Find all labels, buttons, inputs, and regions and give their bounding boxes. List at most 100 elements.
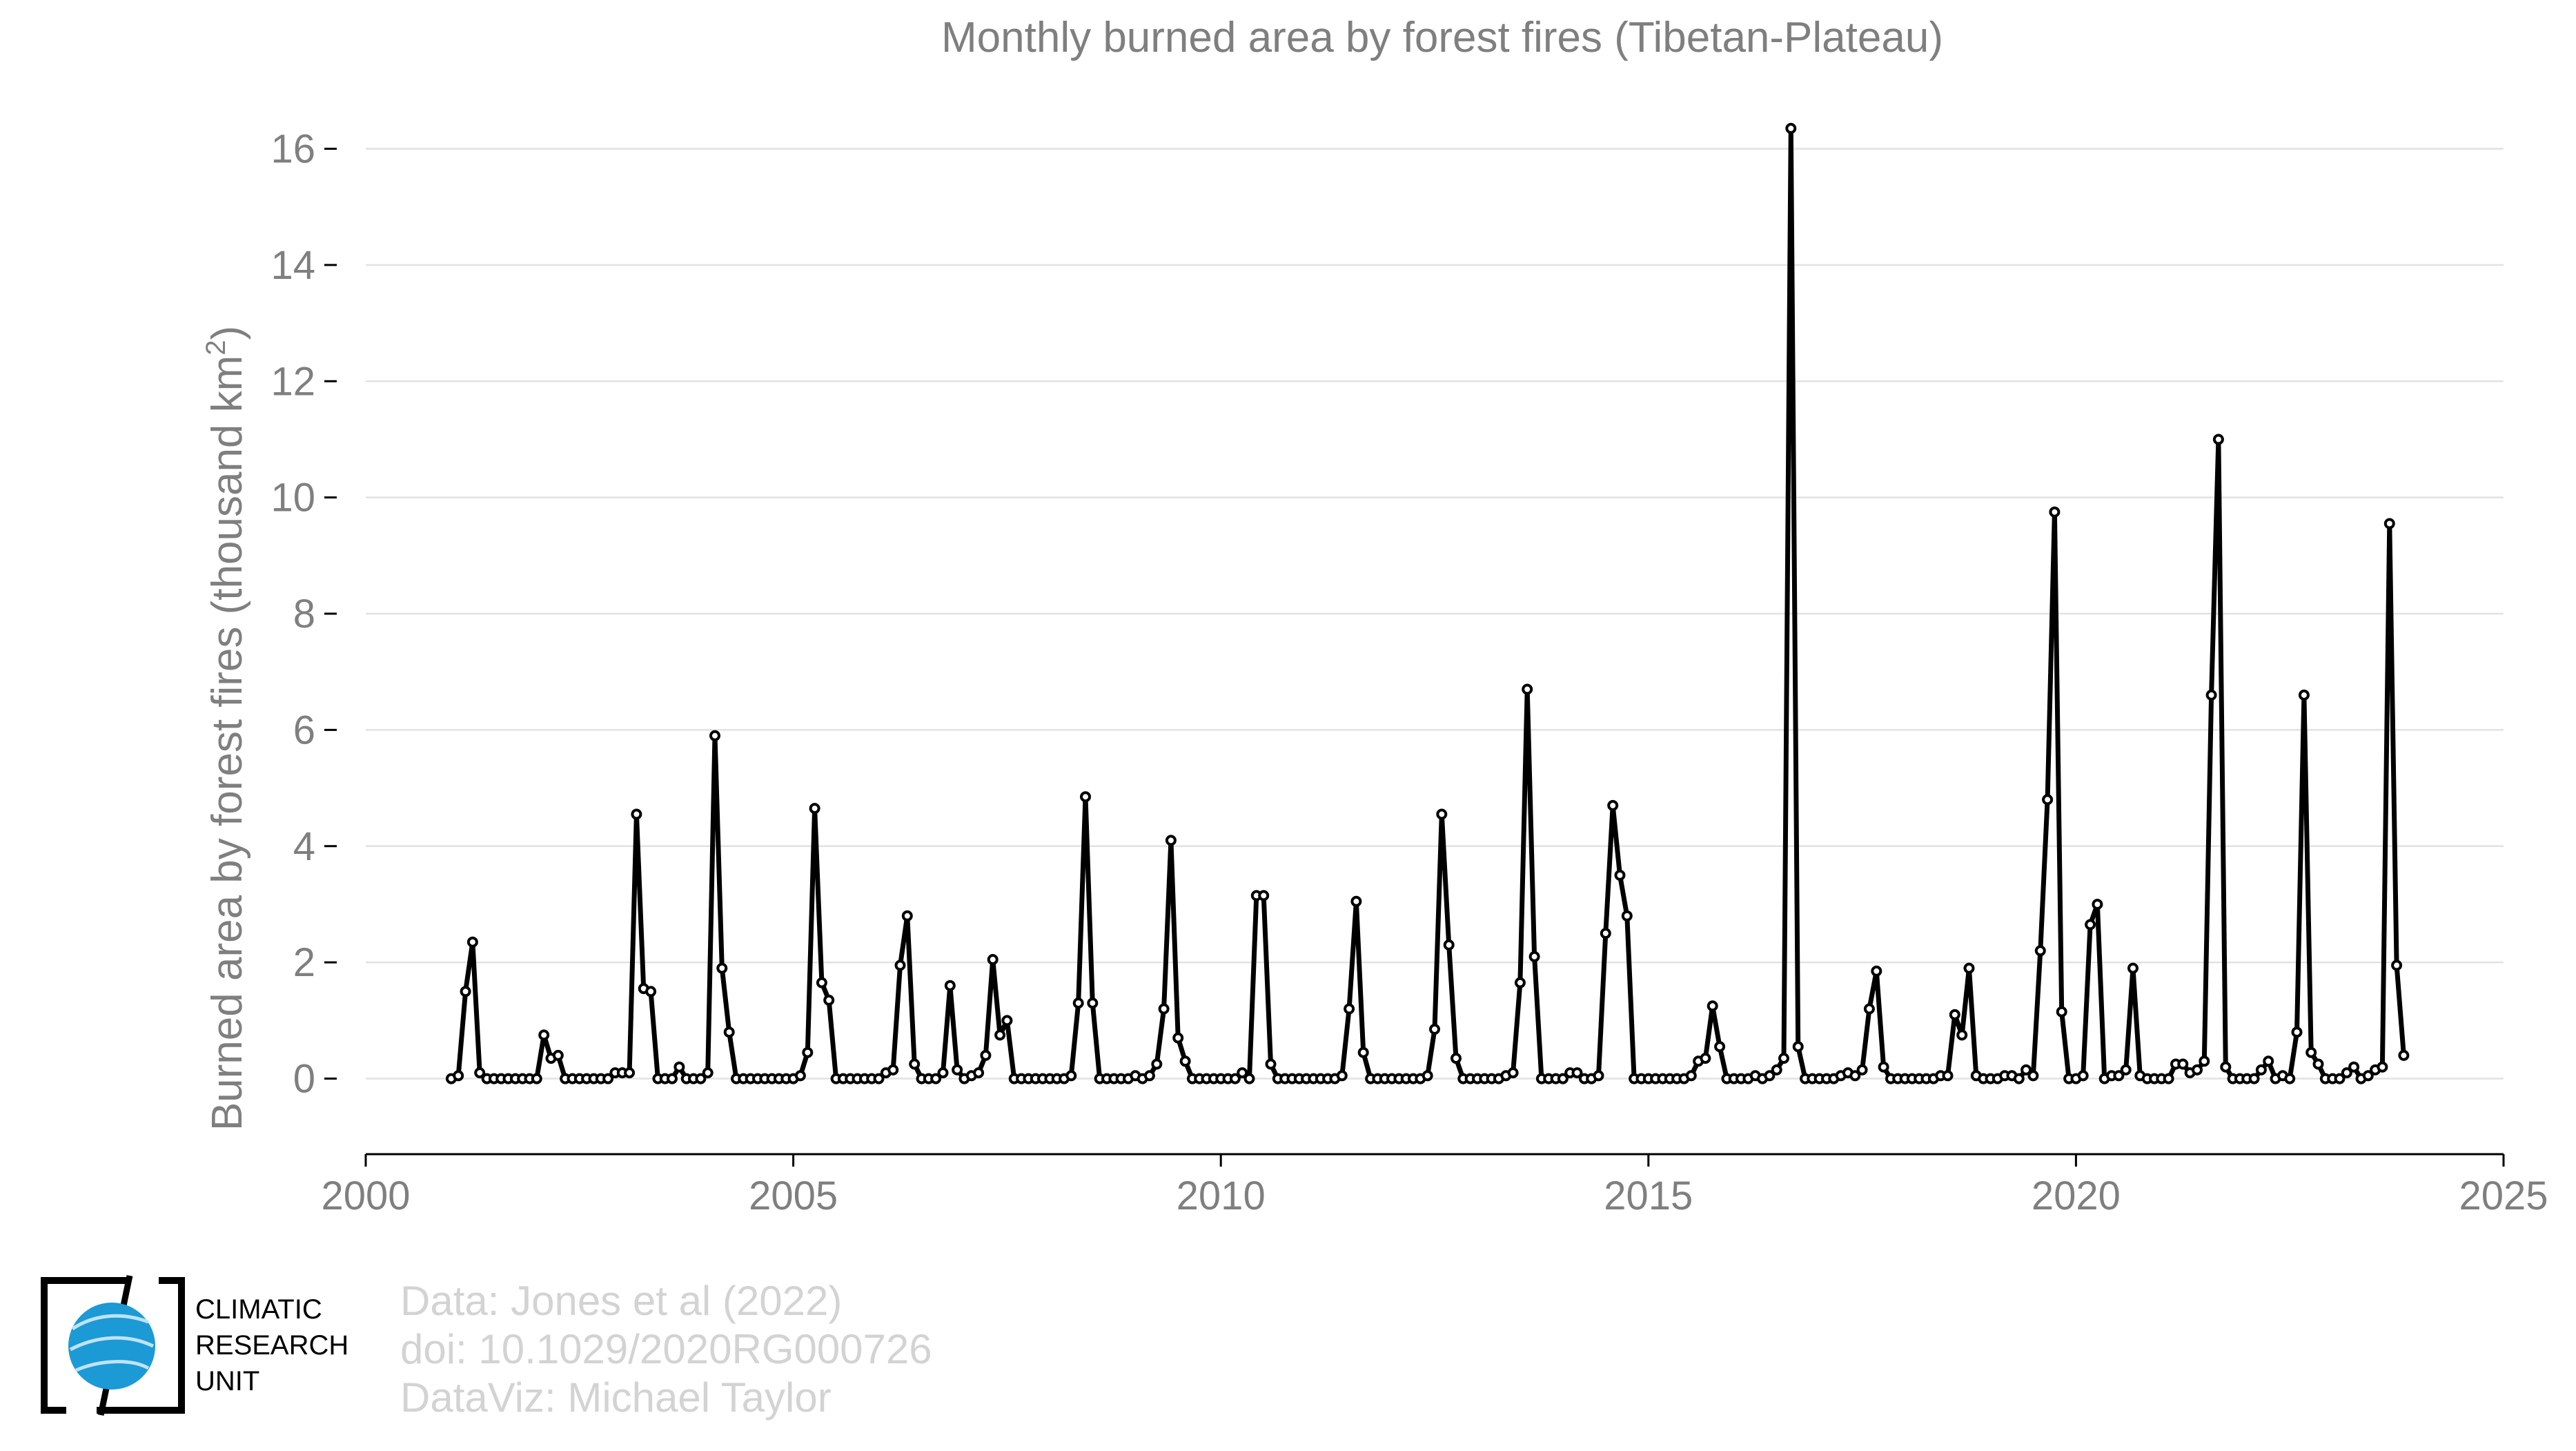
data-point — [2220, 1061, 2232, 1073]
data-point — [1700, 1053, 1711, 1064]
y-axis-ticks: 0 2 4 6 8 10 12 14 16 — [271, 127, 337, 1102]
y-axis-label-text: Burned area by forest fires (thousand km — [204, 356, 251, 1131]
data-point — [987, 954, 999, 965]
data-point — [1143, 1070, 1155, 1082]
y-tick-label: 0 — [293, 1057, 315, 1102]
data-point — [1158, 1003, 1170, 1015]
data-point — [453, 1070, 464, 1082]
data-point — [2348, 1061, 2360, 1073]
data-point — [1528, 951, 1540, 962]
data-point — [1785, 123, 1797, 134]
data-point — [1243, 1073, 1255, 1084]
data-point — [1849, 1070, 1861, 1082]
data-point — [973, 1067, 985, 1079]
data-point — [1949, 1009, 1960, 1020]
data-point — [702, 1067, 714, 1079]
data-point — [1436, 808, 1448, 820]
data-point — [1350, 895, 1362, 907]
data-point — [1172, 1032, 1184, 1044]
y-tick-label: 6 — [293, 708, 315, 752]
data-point — [909, 1058, 921, 1070]
data-point — [1151, 1058, 1163, 1070]
data-point — [1871, 965, 1882, 977]
data-point — [1778, 1053, 1789, 1064]
data-point — [2263, 1055, 2274, 1067]
data-point — [1336, 1070, 1348, 1082]
data-point — [1165, 835, 1177, 846]
data-point — [2362, 1070, 2374, 1082]
data-point — [709, 730, 720, 741]
data-point — [794, 1070, 806, 1082]
data-point — [2291, 1026, 2303, 1038]
data-point — [2034, 945, 2046, 957]
data-point — [873, 1073, 885, 1084]
data-point — [552, 1049, 564, 1061]
data-point — [994, 1029, 1006, 1041]
data-point — [2284, 1073, 2296, 1084]
x-tick-label: 2010 — [1177, 1174, 1266, 1218]
y-tick-label: 16 — [271, 127, 315, 172]
logo-bracket-right — [97, 1277, 185, 1414]
data-point — [2199, 1055, 2210, 1067]
data-point — [823, 994, 835, 1006]
data-point — [1237, 1067, 1248, 1079]
x-tick-label: 2025 — [2459, 1174, 2548, 1218]
data-point — [952, 1064, 963, 1075]
data-point — [2398, 1049, 2410, 1061]
data-point — [2298, 689, 2310, 701]
data-point — [723, 1026, 735, 1038]
data-point — [930, 1073, 942, 1084]
logo-line-2: RESEARCH — [195, 1330, 348, 1361]
data-point — [980, 1049, 992, 1061]
data-point — [1764, 1070, 1776, 1082]
x-tick-label: 2015 — [1604, 1174, 1693, 1218]
data-point — [894, 960, 906, 971]
chart-title: Monthly burned area by forest fires (Tib… — [941, 14, 1943, 61]
data-point — [1357, 1046, 1369, 1058]
data-point — [624, 1067, 636, 1079]
data-point — [1956, 1029, 1968, 1041]
data-point — [809, 803, 820, 815]
data-point — [460, 986, 471, 997]
data-point — [1507, 1067, 1519, 1079]
data-point — [2127, 962, 2139, 974]
data-point — [2383, 518, 2395, 529]
data-point — [1771, 1064, 1782, 1075]
data-point — [2205, 689, 2217, 701]
data-point — [1229, 1073, 1241, 1084]
logo-bracket-left — [41, 1277, 128, 1414]
y-axis-label-superscript: 2 — [201, 340, 231, 355]
data-point — [2056, 1006, 2067, 1017]
globe-swirl-icon — [69, 1314, 155, 1372]
data-point — [2334, 1073, 2346, 1084]
data-point — [1514, 977, 1526, 989]
data-point — [1714, 1041, 1726, 1053]
data-point — [474, 1067, 486, 1079]
data-point — [2021, 1064, 2032, 1075]
gridlines — [366, 148, 2504, 1080]
data-point — [1422, 1070, 1433, 1082]
x-tick-label: 2020 — [2032, 1174, 2121, 1218]
logo-line-1: CLIMATIC — [195, 1294, 322, 1325]
data-point — [538, 1029, 550, 1041]
data-point — [816, 977, 827, 989]
y-tick-label: 8 — [293, 592, 315, 636]
credit-doi: doi: 10.1029/2020RG000726 — [400, 1326, 932, 1372]
x-tick-label: 2005 — [749, 1174, 838, 1218]
data-point — [1878, 1061, 1889, 1073]
data-point — [2027, 1070, 2039, 1082]
data-point — [1600, 928, 1611, 939]
data-point — [716, 962, 728, 974]
data-point — [466, 936, 478, 948]
data-point — [695, 1073, 707, 1084]
logo-line-3: UNIT — [195, 1366, 259, 1396]
data-point — [2305, 1046, 2317, 1058]
data-point — [944, 980, 956, 991]
data-point — [1707, 1000, 1718, 1012]
data-point — [1451, 1053, 1462, 1064]
y-tick-label: 10 — [271, 476, 315, 520]
data-point — [631, 808, 642, 820]
data-point — [1621, 910, 1633, 922]
data-point — [667, 1073, 678, 1084]
data-point — [2255, 1064, 2267, 1075]
